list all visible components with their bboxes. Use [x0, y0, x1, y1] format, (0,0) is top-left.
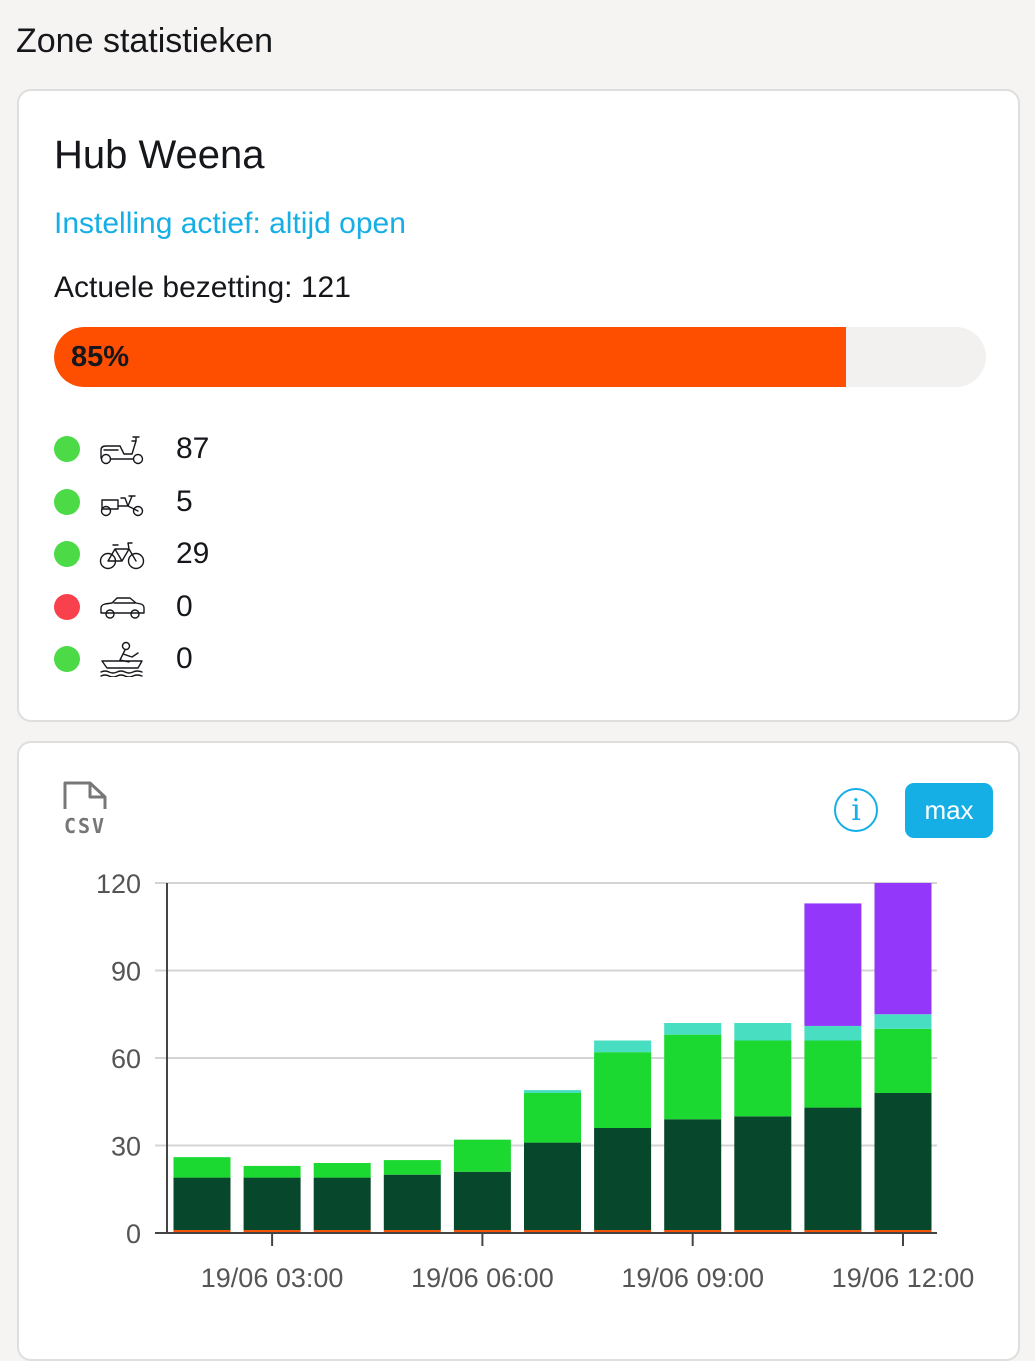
csv-label: CSV: [64, 814, 106, 838]
cargo-bike-icon: [100, 495, 144, 516]
bar-segment: [734, 1116, 792, 1231]
bar-segment: [734, 1230, 792, 1233]
car-icon: [100, 597, 145, 619]
status-dot: [54, 593, 80, 620]
zone-card: Hub Weena Instelling actief: altijd open…: [17, 89, 1020, 722]
x-tick-label: 19/06 12:00: [832, 1263, 975, 1293]
y-tick-label: 120: [96, 869, 141, 899]
bicycle-icon: [99, 542, 145, 570]
x-tick-label: 19/06 09:00: [621, 1263, 764, 1293]
bar-segment: [453, 1139, 511, 1172]
bar-segment: [313, 1163, 371, 1178]
bar-segment: [664, 1034, 722, 1120]
bar-segment: [874, 1230, 932, 1233]
bar-segment: [243, 1230, 301, 1233]
bar-segment: [313, 1230, 371, 1233]
vehicle-count: 29: [176, 537, 210, 571]
csv-download-icon[interactable]: CSV: [59, 781, 115, 843]
occupancy-percent-label: 85%: [71, 340, 130, 373]
hub-name: Hub Weena: [54, 133, 265, 177]
bar-segment: [243, 1165, 301, 1178]
bar-segment: [804, 903, 862, 1026]
bar-segment: [664, 1230, 722, 1233]
boat-icon: [100, 642, 143, 678]
bar-segment: [524, 1090, 581, 1093]
vehicle-count: 5: [176, 484, 193, 518]
status-dot: [54, 541, 80, 568]
bar-segment: [804, 1025, 862, 1041]
bar-segment: [524, 1230, 581, 1233]
bar-segment: [173, 1177, 231, 1231]
occupancy-progress-fill: 85%: [54, 327, 847, 387]
bar-segment: [734, 1023, 792, 1041]
y-tick-label: 60: [111, 1044, 141, 1074]
bar-segment: [594, 1128, 652, 1231]
bar-segment: [734, 1040, 792, 1117]
max-button[interactable]: max: [905, 783, 993, 838]
status-dot: [54, 436, 80, 463]
vehicle-count: 0: [176, 589, 193, 623]
vehicle-row-boat: 0: [54, 633, 209, 686]
vehicle-row-car: 0: [54, 581, 209, 634]
vehicle-count: 87: [176, 432, 210, 466]
bar-segment: [874, 1093, 932, 1231]
y-tick-label: 90: [111, 957, 141, 987]
vehicle-row-cargo-bike: 5: [54, 476, 209, 529]
bar-segment: [383, 1160, 441, 1175]
active-setting-link[interactable]: Instelling actief: altijd open: [54, 207, 406, 240]
status-dot: [54, 488, 80, 515]
x-tick-label: 19/06 03:00: [201, 1263, 344, 1293]
status-dot: [54, 646, 80, 673]
page-title: Zone statistieken: [16, 22, 274, 60]
info-button[interactable]: i: [834, 788, 878, 832]
bar-segment: [804, 1040, 862, 1108]
bar-segment: [664, 1023, 722, 1035]
bar-segment: [173, 1157, 231, 1178]
scooter-icon: [100, 436, 144, 465]
y-tick-label: 0: [126, 1219, 141, 1249]
bar-segment: [383, 1230, 441, 1233]
bar-segment: [874, 1014, 932, 1029]
current-occupancy: Actuele bezetting: 121: [54, 271, 351, 304]
bar-segment: [243, 1177, 301, 1231]
bar-segment: [453, 1171, 511, 1231]
bar-segment: [874, 1028, 932, 1093]
x-tick-label: 19/06 06:00: [411, 1263, 554, 1293]
occupancy-chart: 0 30 60 90 120 19/06 03:00 19/06 06:00 19/06 09…: [96, 869, 975, 1293]
bar-segment: [594, 1040, 652, 1053]
bar-segment: [804, 1107, 862, 1231]
bar-segment: [524, 1093, 581, 1143]
occupancy-progress-bar: 85%: [54, 327, 986, 387]
bar-segment: [594, 1230, 652, 1233]
bar-segment: [453, 1230, 511, 1233]
info-icon: i: [851, 792, 861, 828]
bar-segment: [313, 1177, 371, 1231]
vehicle-row-scooter: 87: [54, 423, 209, 476]
vehicle-count: 0: [176, 642, 193, 676]
bar-segment: [804, 1230, 862, 1233]
bar-segment: [173, 1230, 231, 1233]
bar-segment: [383, 1174, 441, 1231]
bar-segment: [594, 1052, 652, 1128]
chart-card: CSV i max 0 30 60 90 120 19/06 03:00 19/06 06:…: [17, 741, 1020, 1361]
bar-segment: [664, 1119, 722, 1231]
bar-segment: [874, 883, 932, 1015]
bar-segment: [524, 1142, 581, 1231]
y-tick-label: 30: [111, 1132, 141, 1162]
vehicle-row-bicycle: 29: [54, 528, 209, 581]
vehicle-type-list: 87 5 29 0: [54, 423, 209, 686]
